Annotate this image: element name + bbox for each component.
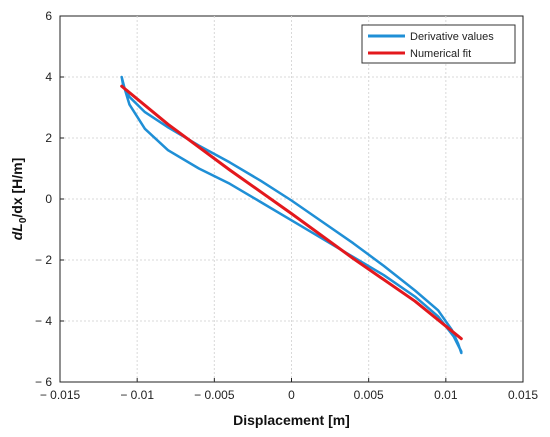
series-line-numerical-fit — [120, 84, 463, 341]
x-tick-label: 0.01 — [434, 388, 458, 402]
legend: Derivative values Numerical fit — [361, 24, 516, 64]
y-tick-label: 6 — [45, 9, 52, 23]
x-tick-label: 0.005 — [354, 388, 384, 402]
y-tick-label: 0 — [45, 192, 52, 206]
x-tick-label: 0.015 — [508, 388, 538, 402]
y-axis-label: dL0/dx [H/m] — [9, 158, 29, 241]
legend-box — [361, 24, 516, 64]
y-axis-label-rest: /dx [H/m] — [9, 158, 25, 218]
x-tick-label: 0 — [288, 388, 295, 402]
x-tick-label: − 0.005 — [194, 388, 235, 402]
legend-label-fit: Numerical fit — [410, 48, 471, 60]
y-tick-label: − 2 — [35, 253, 52, 267]
y-tick-label: − 6 — [35, 375, 52, 389]
y-axis-label-sub: 0 — [18, 217, 29, 223]
series-layer — [120, 75, 463, 355]
x-tick-label: − 0.015 — [40, 388, 81, 402]
y-axis-label-main: dL — [9, 223, 25, 240]
y-tick-label: − 4 — [35, 314, 52, 328]
y-tick-label: 4 — [45, 70, 52, 84]
tick-layer: − 0.015 − 0.01 − 0.005 0 0.005 0.01 0.015 − 6 − … — [35, 9, 538, 402]
y-tick-label: 2 — [45, 131, 52, 145]
x-axis-label: Displacement [m] — [233, 412, 350, 428]
series-line-derivative-values — [120, 75, 463, 355]
x-tick-label: − 0.01 — [120, 388, 154, 402]
grid — [60, 16, 523, 382]
legend-label-derivative: Derivative values — [410, 31, 494, 43]
